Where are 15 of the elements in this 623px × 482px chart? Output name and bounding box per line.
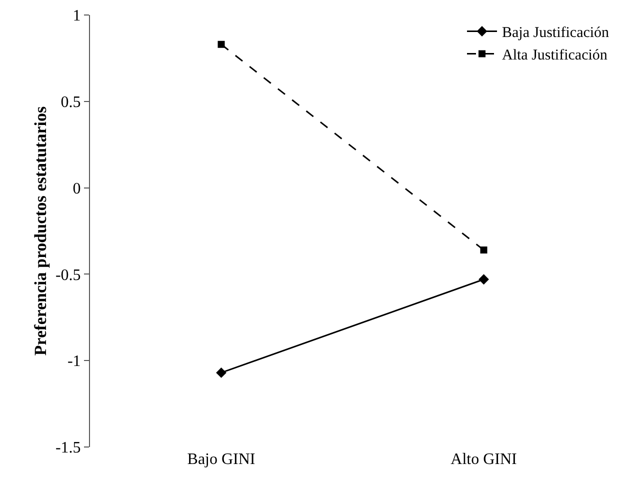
point — [216, 368, 226, 378]
legend-label: Baja Justificación — [502, 25, 610, 42]
point — [480, 246, 488, 254]
y-axis-title: Preferencia productos estatutarios — [31, 106, 50, 356]
point — [478, 274, 489, 285]
y-tick-label: -0.5 — [55, 266, 81, 284]
legend-label: Alta Justificación — [502, 48, 608, 64]
x-tick-label: Bajo GINI — [187, 451, 256, 468]
y-tick-label: 0 — [72, 180, 81, 198]
y-tick-label: 0.5 — [60, 94, 81, 111]
y-tick-label: -1 — [67, 353, 81, 370]
y-tick-label: 1 — [72, 8, 81, 25]
x-tick-label: Alto GINI — [450, 451, 517, 468]
point — [218, 40, 225, 48]
y-tick-label: -1.5 — [55, 440, 81, 457]
